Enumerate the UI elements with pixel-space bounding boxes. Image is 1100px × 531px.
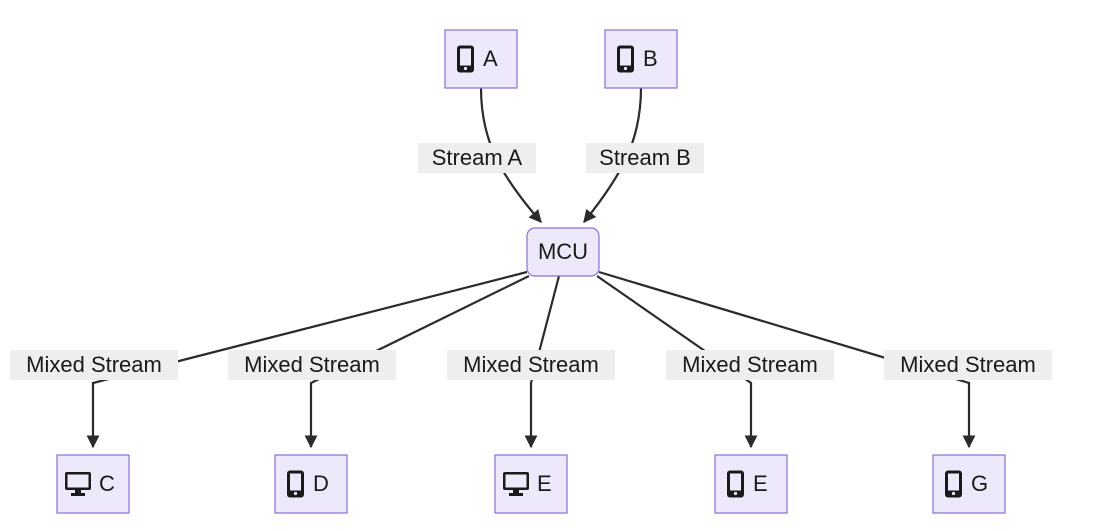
node-mcu: MCU bbox=[527, 228, 599, 276]
node-b: B bbox=[605, 30, 677, 88]
node-e2: E bbox=[715, 455, 787, 513]
edge-label: Mixed Stream bbox=[244, 352, 380, 377]
edge-label: Stream B bbox=[599, 145, 691, 170]
edge-label: Mixed Stream bbox=[26, 352, 162, 377]
edge-label: Mixed Stream bbox=[682, 352, 818, 377]
node-label: G bbox=[971, 471, 988, 496]
node-label: D bbox=[313, 471, 329, 496]
node-d: D bbox=[275, 455, 347, 513]
node-label: C bbox=[99, 471, 115, 496]
phone-icon bbox=[945, 471, 962, 498]
node-label: B bbox=[643, 46, 658, 71]
phone-icon bbox=[287, 471, 304, 498]
node-label: E bbox=[537, 471, 552, 496]
node-a: A bbox=[445, 30, 517, 88]
node-e1: E bbox=[495, 455, 567, 513]
node-g: G bbox=[933, 455, 1005, 513]
phone-icon bbox=[617, 46, 634, 73]
phone-icon bbox=[457, 46, 474, 73]
node-label: MCU bbox=[538, 239, 588, 264]
edge-label: Stream A bbox=[432, 145, 523, 170]
node-label: A bbox=[483, 46, 498, 71]
mcu-diagram: Stream A Stream B Mixed Stream Mixed Stream… bbox=[0, 0, 1100, 531]
node-c: C bbox=[57, 455, 129, 513]
node-label: E bbox=[753, 471, 768, 496]
edge-label: Mixed Stream bbox=[900, 352, 1036, 377]
phone-icon bbox=[727, 471, 744, 498]
edge-label: Mixed Stream bbox=[463, 352, 599, 377]
